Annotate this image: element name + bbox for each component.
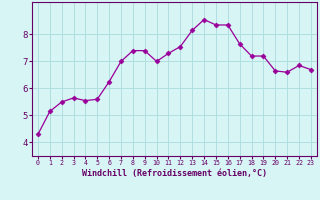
X-axis label: Windchill (Refroidissement éolien,°C): Windchill (Refroidissement éolien,°C) (82, 169, 267, 178)
